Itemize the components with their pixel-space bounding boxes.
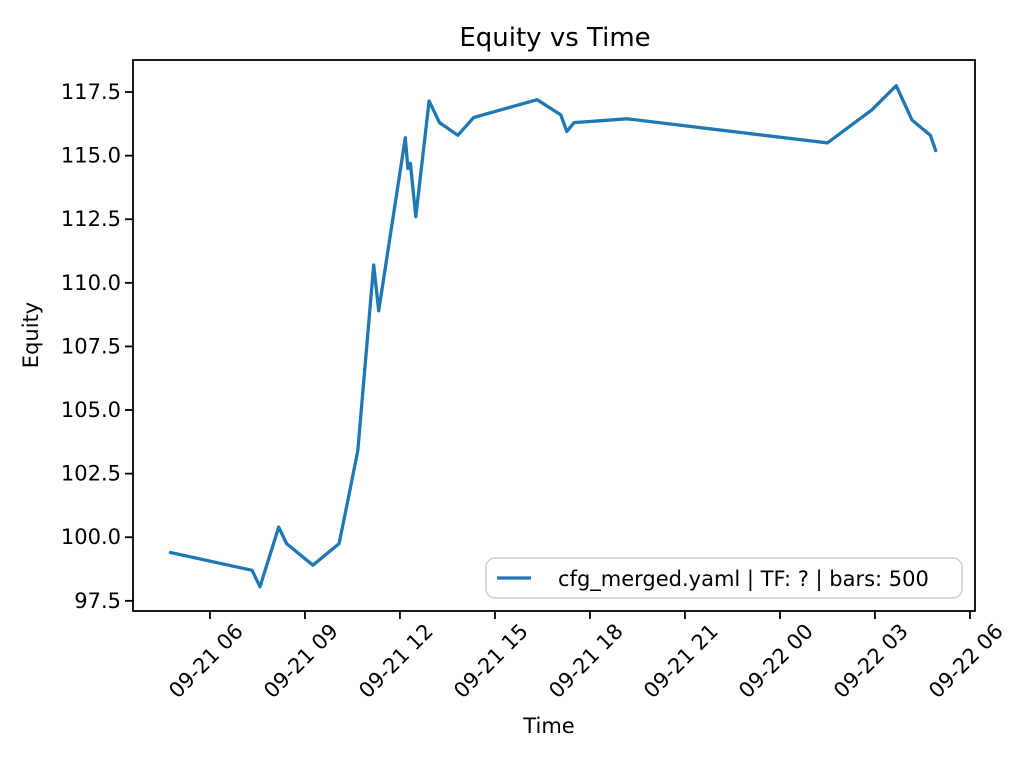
equity-series-line — [168, 84, 938, 589]
x-axis: 09-21 06 09-21 09 09-21 12 09-21 15 09-21 18… — [164, 611, 1008, 703]
x-tick-label: 09-21 12 — [354, 619, 438, 703]
y-axis-title: Equity — [19, 302, 43, 368]
x-tick-label: 09-21 15 — [449, 619, 533, 703]
x-tick-label: 09-22 06 — [924, 619, 1008, 703]
plot-frame — [132, 59, 976, 612]
y-tick-label: 97.5 — [74, 589, 121, 613]
y-tick-label: 110.0 — [61, 271, 121, 295]
x-tick-label: 09-21 09 — [259, 619, 343, 703]
y-tick-label: 107.5 — [61, 334, 121, 358]
legend: cfg_merged.yaml | TF: ? | bars: 500 — [485, 557, 963, 599]
x-tick-label: 09-22 00 — [734, 619, 818, 703]
x-axis-title: Time — [522, 714, 574, 738]
y-axis: 97.5 100.0 102.5 105.0 107.5 110.0 112.5 115.0 1… — [61, 80, 133, 613]
y-tick-label: 115.0 — [61, 144, 121, 168]
x-tick-label: 09-22 03 — [829, 619, 913, 703]
x-tick-label: 09-21 06 — [164, 619, 248, 703]
x-tick-label: 09-21 21 — [639, 619, 723, 703]
y-tick-label: 100.0 — [61, 525, 121, 549]
y-tick-label: 102.5 — [61, 462, 121, 486]
legend-label: cfg_merged.yaml | TF: ? | bars: 500 — [558, 567, 929, 592]
y-tick-label: 112.5 — [61, 207, 121, 231]
y-tick-label: 117.5 — [61, 80, 121, 104]
x-tick-label: 09-21 18 — [544, 619, 628, 703]
y-tick-label: 105.0 — [61, 398, 121, 422]
chart-title: Equity vs Time — [459, 23, 650, 53]
legend-frame — [485, 557, 963, 599]
